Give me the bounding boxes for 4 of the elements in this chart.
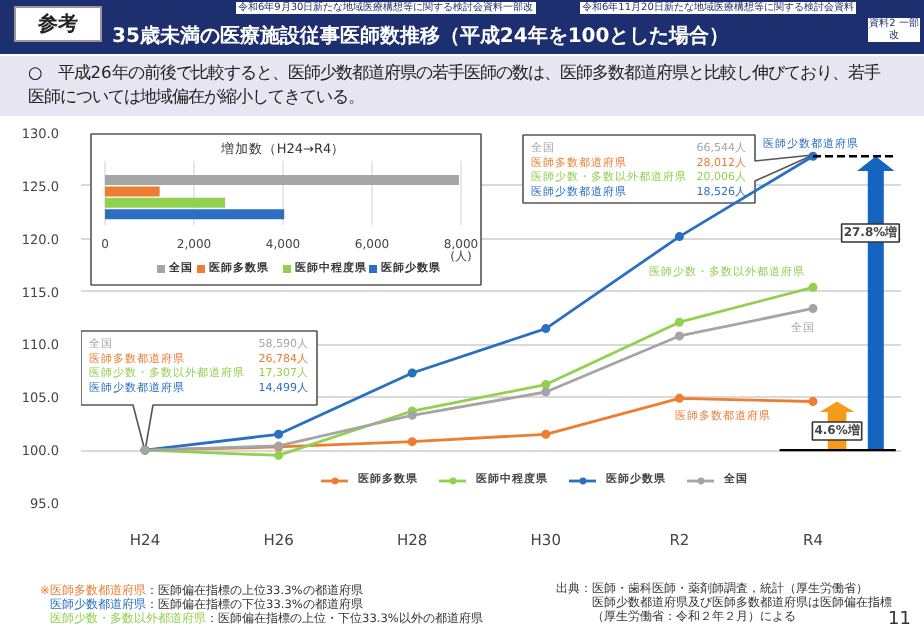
chart-subtitle: ○ 平成26年の前後で比較すると、医師少数都道府県の若手医師の数は、医師多数都道府県と比較し伸びており、若手医師については地域偏在が縮小してきている。: [28, 60, 882, 108]
chart-title: 35歳未満の医療施設従事医師数推移（平成24年を100とした場合）: [112, 24, 730, 52]
text: 11: [888, 608, 911, 634]
text: 参考: [14, 6, 102, 42]
